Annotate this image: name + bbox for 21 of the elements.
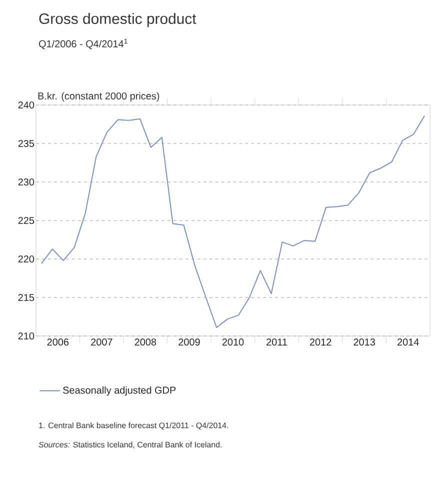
x-tick-label: 2011 (266, 338, 287, 346)
y-tick-label: 225 (18, 216, 34, 224)
x-tick-label: 2009 (178, 338, 200, 346)
x-tick-label: 2012 (310, 338, 332, 346)
y-tick-label: 215 (18, 294, 34, 302)
y-tick-label: 230 (18, 178, 34, 186)
x-tick-label: 2006 (47, 338, 69, 346)
y-tick-label: 220 (18, 255, 34, 263)
x-tick-label: 2014 (398, 338, 419, 346)
y-tick-label: 235 (18, 140, 34, 148)
legend-label: Seasonally adjusted GDP (63, 386, 176, 396)
chart-title: Gross domestic product (39, 13, 196, 27)
y-tick-label: 240 (18, 101, 34, 109)
y-axis-title: B.kr. (constant 2000 prices) (38, 92, 160, 102)
chart-subtitle: Q1/2006 - Q4/2014$^{1}$ (38, 38, 128, 50)
x-tick-label: 2007 (91, 338, 112, 346)
x-tick-label: 2013 (354, 338, 375, 346)
line-series (40, 115, 426, 328)
x-tick-label: 2010 (222, 338, 244, 346)
x-tick-label: 2008 (134, 338, 156, 346)
y-tick-label: 210 (18, 332, 34, 340)
